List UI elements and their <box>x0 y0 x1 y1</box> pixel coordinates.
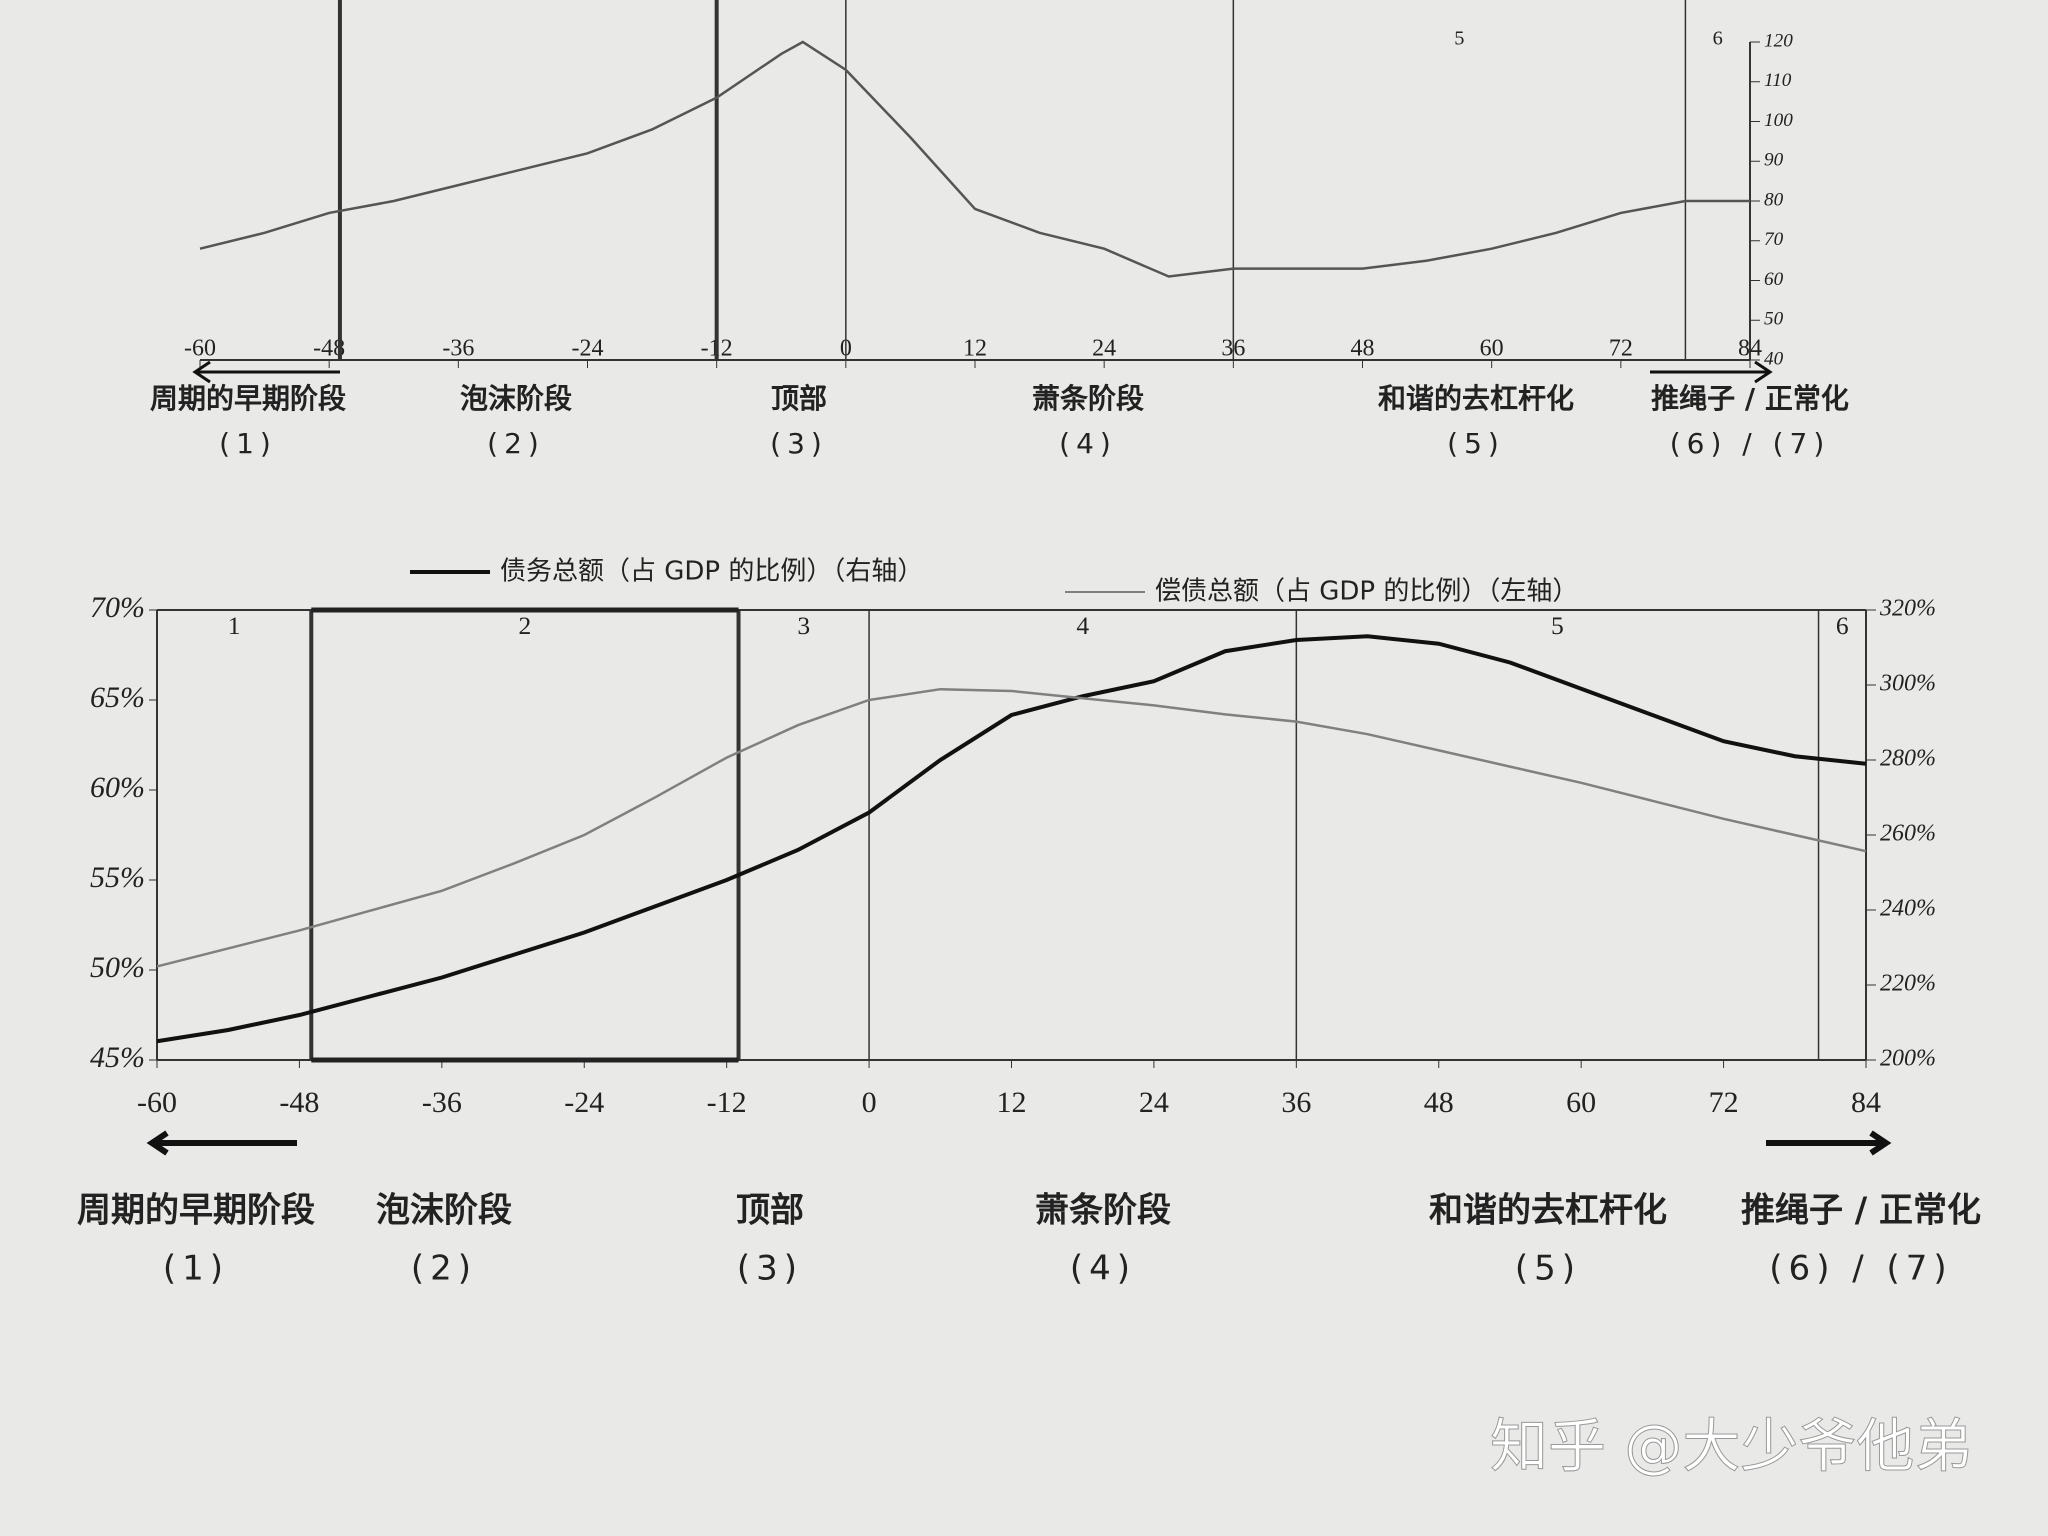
x-tick-label: 84 <box>1738 336 1762 362</box>
y2-tick-label: 50 <box>1764 309 1784 330</box>
y2-tick-label: 80 <box>1764 189 1784 210</box>
x-tick-label: -48 <box>279 1086 319 1119</box>
phase-name: 泡沫阶段 <box>460 382 572 415</box>
y2-tick-label: 100 <box>1764 110 1793 131</box>
x-tick-label: 60 <box>1566 1086 1596 1119</box>
x-tick-label: 72 <box>1609 336 1633 362</box>
region-label: 2 <box>519 611 532 640</box>
phase-name: 和谐的去杠杆化 <box>1378 382 1574 415</box>
x-tick-label: 48 <box>1351 336 1375 362</box>
x-tick-label: 24 <box>1139 1086 1169 1119</box>
phase-number: (2) <box>487 427 545 460</box>
phase-name: 顶部 <box>736 1191 804 1231</box>
phase-name: 萧条阶段 <box>1032 382 1144 415</box>
phase-number: (1) <box>219 427 277 460</box>
x-tick-label: 84 <box>1851 1086 1881 1119</box>
x-tick-label: 0 <box>862 1086 877 1119</box>
x-tick-label: -24 <box>564 1086 604 1119</box>
y2-tick-label: 60 <box>1764 269 1784 290</box>
x-tick-label: -60 <box>184 336 216 362</box>
legend-label: 偿债总额（占 GDP 的比例）（左轴） <box>1155 577 1578 607</box>
y2-tick-label: 280% <box>1880 746 1936 772</box>
x-tick-label: 72 <box>1709 1086 1739 1119</box>
phase-name: 和谐的去杠杆化 <box>1429 1191 1667 1231</box>
x-tick-label: -36 <box>422 1086 462 1119</box>
phase-number: (4) <box>1059 427 1117 460</box>
x-tick-label: -60 <box>137 1086 177 1119</box>
y-tick-label: 50% <box>90 951 145 984</box>
phase-number: (2) <box>411 1249 477 1289</box>
y2-tick-label: 240% <box>1880 896 1936 922</box>
phase-name: 顶部 <box>771 382 827 415</box>
y2-tick-label: 120 <box>1764 30 1793 51</box>
x-tick-label: -12 <box>707 1086 747 1119</box>
arrow-right <box>1766 1130 1892 1156</box>
phase-name: 推绳子 / 正常化 <box>1741 1191 1981 1231</box>
phase-number: (1) <box>163 1249 229 1289</box>
x-tick-label: 12 <box>963 336 987 362</box>
phase-name: 泡沫阶段 <box>376 1191 512 1231</box>
phase-number: (3) <box>770 427 828 460</box>
phase-name: 周期的早期阶段 <box>77 1191 315 1231</box>
phase-name: 推绳子 / 正常化 <box>1651 382 1849 415</box>
line-series <box>156 687 1867 968</box>
arrow-left <box>192 360 340 384</box>
region-label: 1 <box>228 611 241 640</box>
x-tick-label: -36 <box>442 336 474 362</box>
y-tick-label: 70% <box>90 591 145 624</box>
x-tick-label: -24 <box>572 336 604 362</box>
line-series <box>199 40 1750 278</box>
y2-tick-label: 320% <box>1879 596 1936 622</box>
x-tick-label: 36 <box>1281 1086 1311 1119</box>
phase-name: 周期的早期阶段 <box>150 382 346 415</box>
y2-tick-label: 300% <box>1879 671 1936 697</box>
y2-tick-label: 110 <box>1764 70 1792 91</box>
region-label: 6 <box>1713 28 1723 50</box>
y-tick-label: 45% <box>90 1041 145 1074</box>
y2-tick-label: 200% <box>1880 1046 1936 1072</box>
arrow-right <box>1650 360 1773 384</box>
y2-tick-label: 40 <box>1764 348 1784 369</box>
y-tick-label: 55% <box>90 861 145 894</box>
y2-tick-label: 70 <box>1764 229 1784 250</box>
legend-label: 债务总额（占 GDP 的比例）（右轴） <box>500 557 923 587</box>
region-label: 6 <box>1836 611 1849 640</box>
region-label: 5 <box>1551 611 1564 640</box>
x-tick-label: 60 <box>1480 336 1504 362</box>
phase-number: (6) / (7) <box>1769 1249 1952 1289</box>
region-label: 4 <box>1076 611 1089 640</box>
y-tick-label: 60% <box>90 771 145 804</box>
phase-number: (5) <box>1515 1249 1581 1289</box>
line-series <box>156 634 1867 1044</box>
y2-tick-label: 260% <box>1880 821 1936 847</box>
y2-tick-label: 220% <box>1880 971 1936 997</box>
phase-number: (5) <box>1447 427 1505 460</box>
y2-tick-label: 90 <box>1764 150 1784 171</box>
region-label: 5 <box>1454 28 1464 50</box>
x-tick-label: 12 <box>997 1086 1027 1119</box>
watermark: 知乎 @大少爷他弟 <box>1490 1412 1972 1480</box>
phase-number: (6) / (7) <box>1670 427 1831 460</box>
x-tick-label: 24 <box>1092 336 1116 362</box>
region-label: 3 <box>797 611 810 640</box>
x-tick-label: 48 <box>1424 1086 1454 1119</box>
phase-number: (4) <box>1070 1249 1136 1289</box>
arrow-left <box>146 1130 297 1156</box>
phase-number: (3) <box>737 1249 803 1289</box>
phase-name: 萧条阶段 <box>1035 1191 1171 1231</box>
y-tick-label: 65% <box>90 681 145 714</box>
